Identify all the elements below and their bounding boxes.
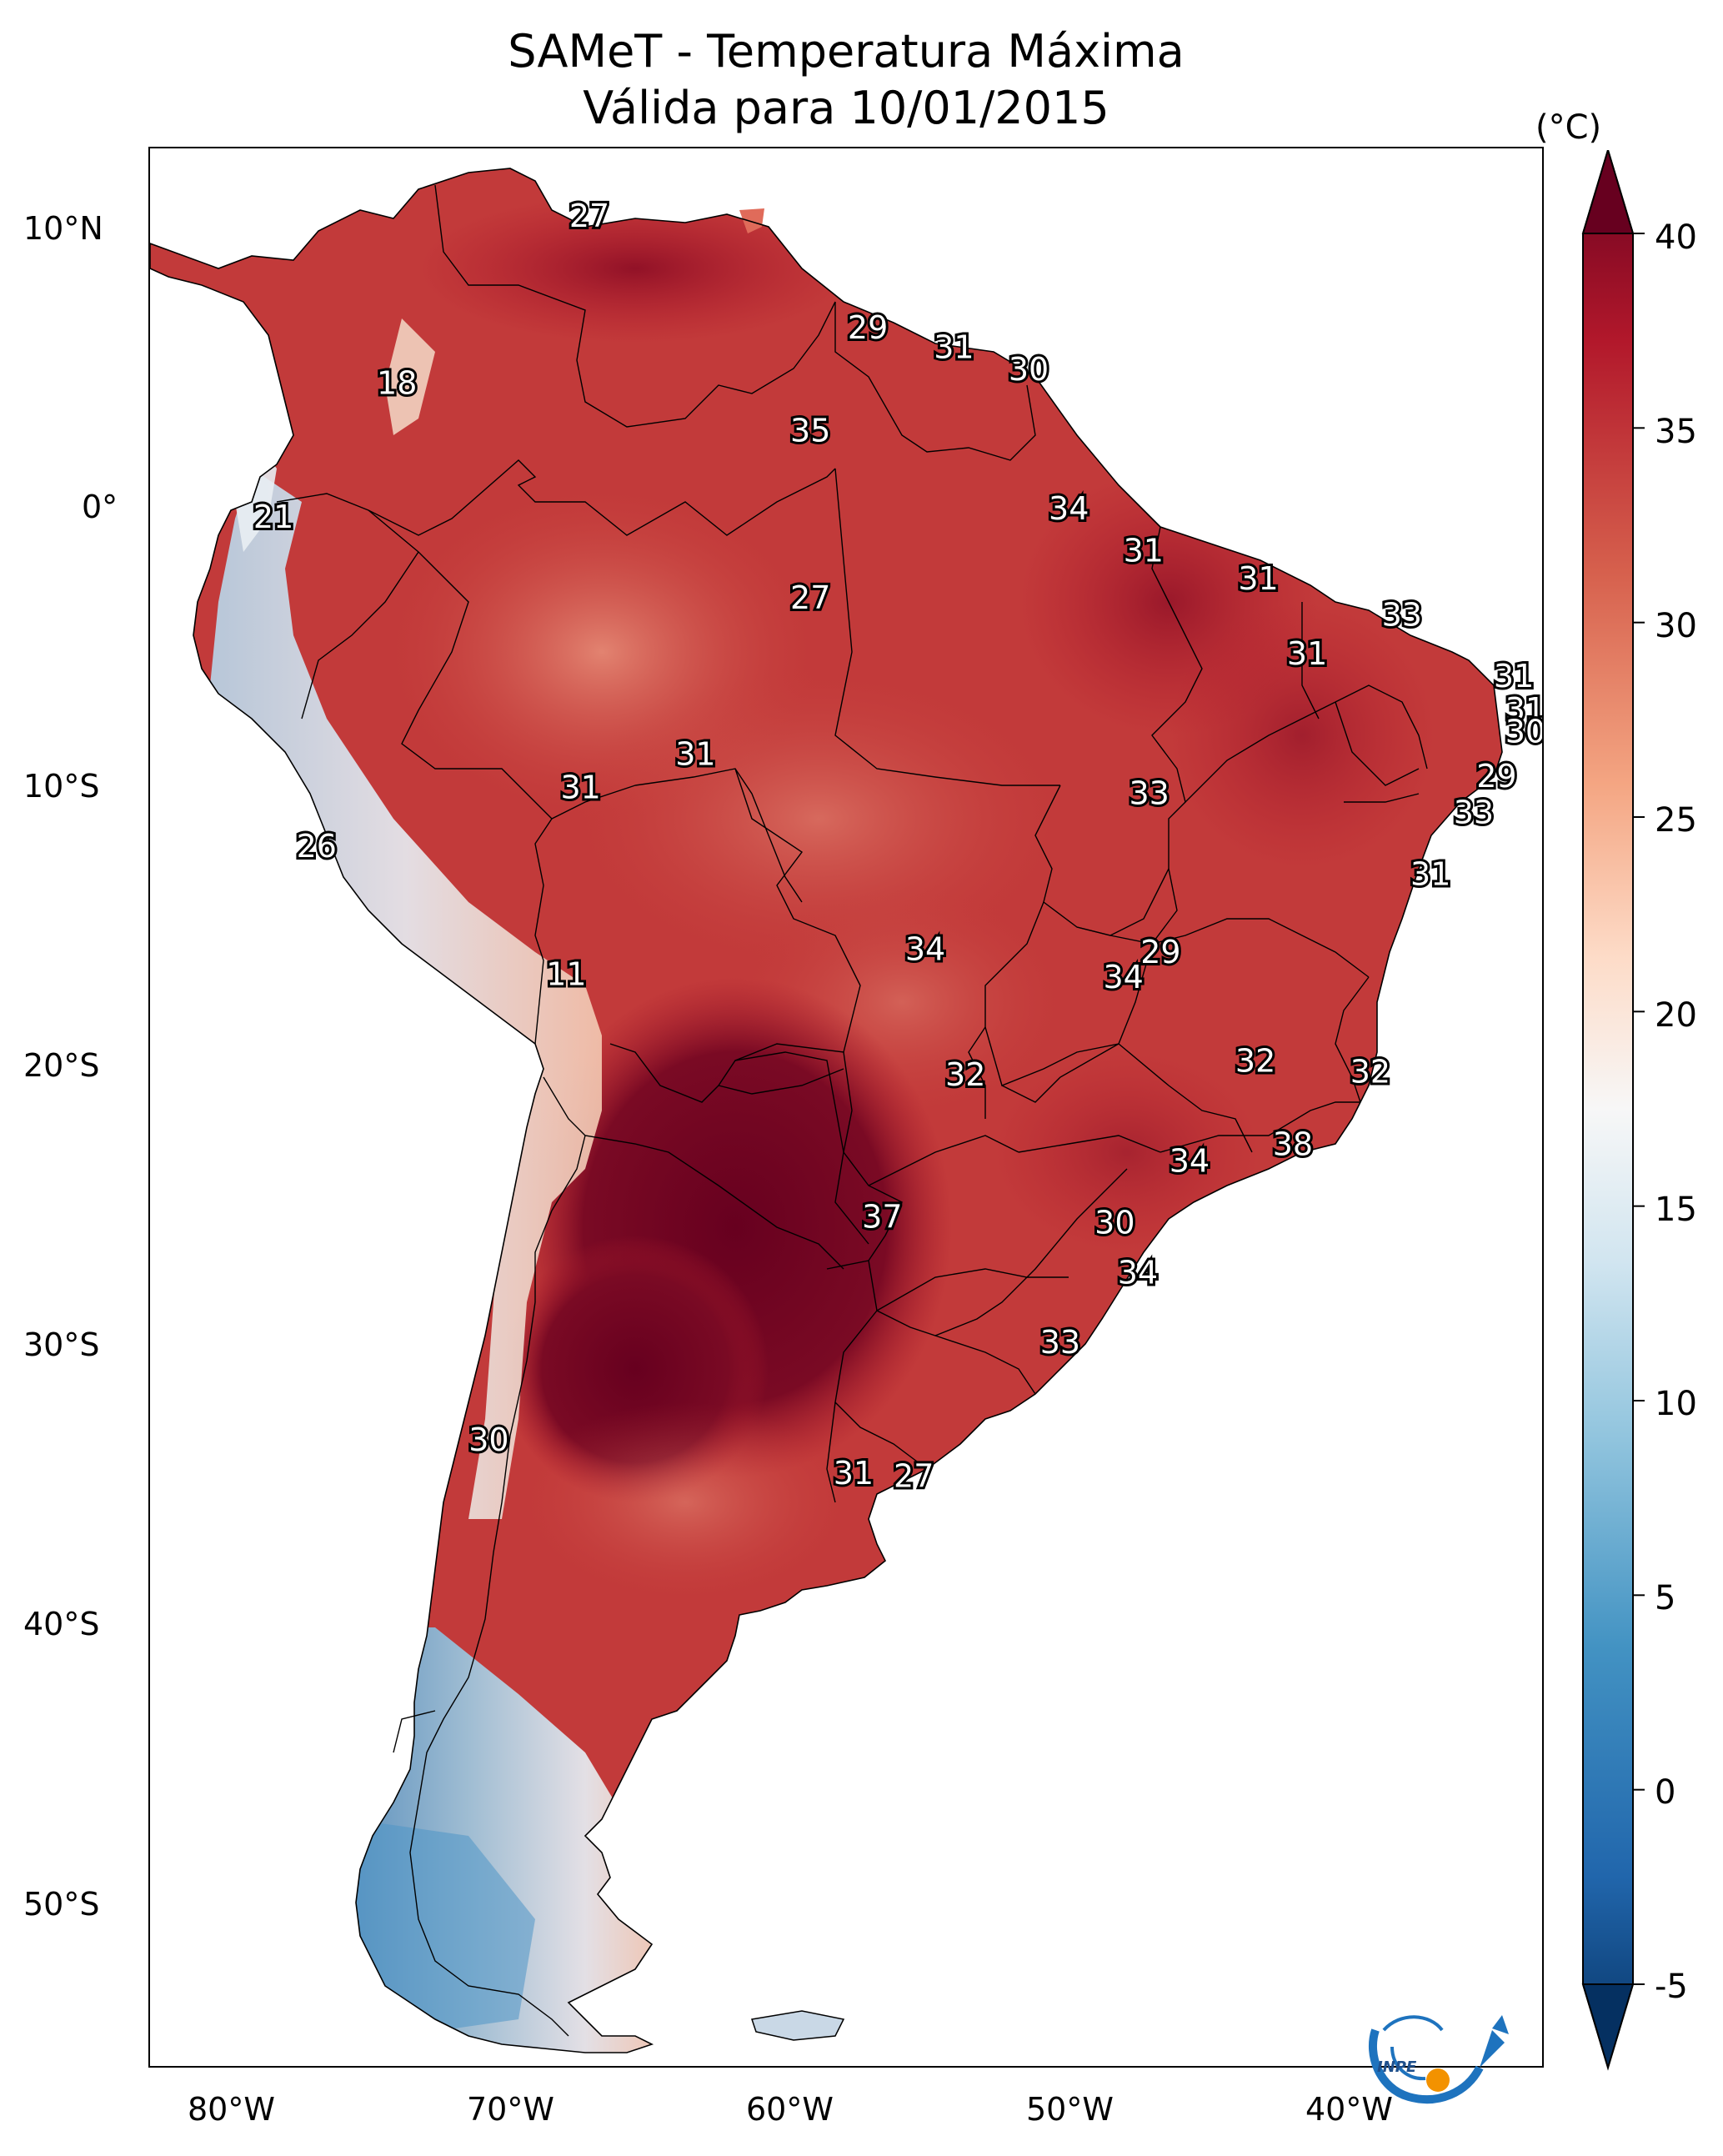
temperature-label: 30 <box>468 1421 508 1458</box>
temperature-label: 18 <box>377 365 417 402</box>
lat-label-30s: 30°S <box>23 1326 100 1363</box>
colorbar-tick-40: 40 <box>1655 218 1697 257</box>
temperature-label: 31 <box>1287 635 1327 672</box>
temperature-label: 30 <box>1094 1204 1134 1241</box>
title-line-1: SAMeT - Temperatura Máxima <box>508 25 1185 78</box>
temperature-label: 27 <box>894 1458 934 1495</box>
colorbar <box>1581 150 1645 2071</box>
falkland-islands <box>751 2010 845 2041</box>
colorbar-tick-20: 20 <box>1655 996 1697 1035</box>
colorbar-tick-30: 30 <box>1655 607 1697 645</box>
temperature-label: 31 <box>1505 691 1542 728</box>
lat-label-0: 0° <box>82 489 118 525</box>
lon-label-60w: 60°W <box>746 2091 834 2128</box>
temperature-label: 37 <box>862 1199 902 1236</box>
caribbean-island <box>739 208 764 233</box>
temperature-label: 34 <box>905 931 945 968</box>
temperature-label: 26 <box>297 828 337 865</box>
colorbar-max-arrow <box>1581 150 1635 234</box>
temperature-field <box>210 193 1435 2053</box>
temperature-label: 33 <box>1382 596 1422 633</box>
lon-label-70w: 70°W <box>467 2091 554 2128</box>
inpe-logo: INPE <box>1368 2015 1509 2104</box>
colorbar-tick-0: 0 <box>1655 1773 1676 1812</box>
temperature-label: 33 <box>1040 1324 1080 1361</box>
lon-label-80w: 80°W <box>188 2091 275 2128</box>
temperature-label: 34 <box>1170 1143 1210 1180</box>
temperature-label: 32 <box>1350 1054 1390 1091</box>
temperature-label: 29 <box>1476 758 1516 795</box>
colorbar-tick-25: 25 <box>1655 801 1697 840</box>
colorbar-tick-35: 35 <box>1655 413 1697 451</box>
temperature-label: 34 <box>1103 959 1143 995</box>
logo-text: INPE <box>1377 2058 1417 2076</box>
title-line-2: Válida para 10/01/2015 <box>583 82 1109 134</box>
colorbar-tick-5: 5 <box>1655 1579 1676 1617</box>
temperature-label: 38 <box>1273 1126 1313 1163</box>
lon-label-40w: 40°W <box>1305 2091 1393 2128</box>
temperature-label: 27 <box>569 198 609 234</box>
coastline <box>150 168 1503 2053</box>
colorbar-min-arrow <box>1581 1983 1635 2071</box>
temperature-label: 31 <box>834 1455 874 1492</box>
temperature-label: 33 <box>1129 775 1169 811</box>
temperature-label: 34 <box>1118 1254 1158 1291</box>
temperature-label: 11 <box>546 956 586 993</box>
temperature-label: 31 <box>1238 560 1278 597</box>
temperature-label: 21 <box>253 499 293 535</box>
colorbar-unit: (°C) <box>1535 108 1602 147</box>
lon-label-50w: 50°W <box>1026 2091 1114 2128</box>
colorbar-tick-10: 10 <box>1655 1385 1697 1423</box>
temperature-label: 35 <box>790 413 830 449</box>
colorbar-gradient <box>1582 150 1634 2071</box>
lat-label-50s: 50°S <box>23 1886 100 1923</box>
map-panel: 27 29 31 30 18 35 21 34 31 31 27 33 31 31 31 30 31 29 31 33… <box>148 147 1544 2068</box>
temperature-label: 34 <box>1049 490 1089 527</box>
temperature-label: 30 <box>1505 714 1542 750</box>
colorbar-tick-minus5: -5 <box>1655 1968 1688 2006</box>
temperature-label: 31 <box>675 735 715 772</box>
temperature-label: 29 <box>1140 934 1180 970</box>
temperature-label: 31 <box>1124 532 1164 569</box>
temperature-label: 31 <box>1410 855 1450 892</box>
temperature-label: 30 <box>1009 351 1049 388</box>
lat-label-10n: 10°N <box>23 210 103 247</box>
lat-label-20s: 20°S <box>23 1047 100 1084</box>
temperature-label: 27 <box>790 579 830 616</box>
temperature-label: 32 <box>1235 1042 1275 1079</box>
temperature-label: 31 <box>934 328 974 365</box>
colorbar-tick-15: 15 <box>1655 1191 1697 1229</box>
colorbar-ticks <box>1633 233 1645 1985</box>
lat-label-10s: 10°S <box>23 768 100 805</box>
temperature-label: 31 <box>1494 658 1534 694</box>
temperature-label: 32 <box>945 1056 985 1093</box>
lat-label-40s: 40°S <box>23 1606 100 1642</box>
temperature-label: 29 <box>848 309 888 346</box>
political-borders <box>276 184 1428 2037</box>
temperature-label: 33 <box>1454 795 1494 831</box>
temperature-label: 31 <box>560 770 600 806</box>
